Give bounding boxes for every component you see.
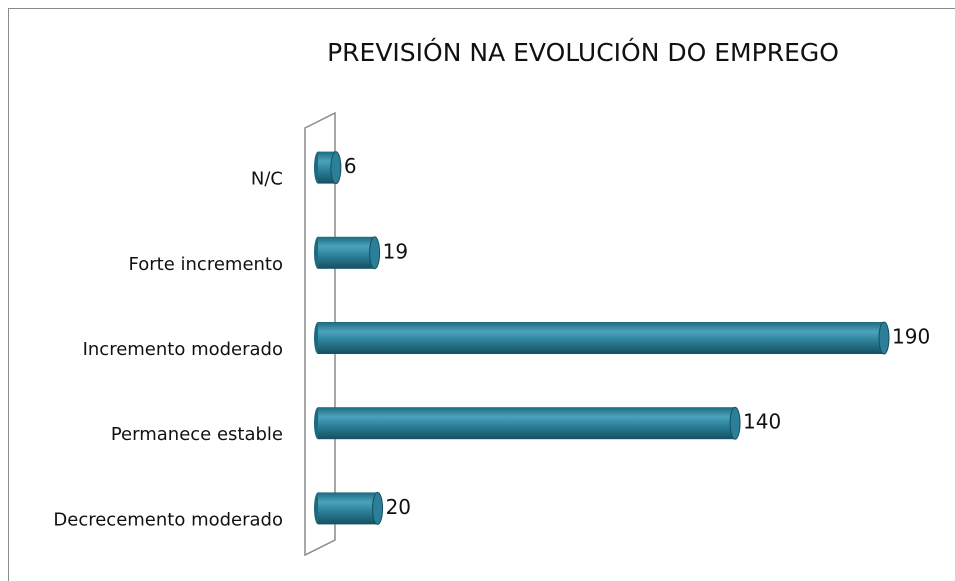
- bar-end-cap: [372, 491, 384, 525]
- bar-end-cap: [330, 151, 342, 185]
- y-tick-label: Forte incremento: [129, 254, 283, 275]
- bar-end-cap: [369, 236, 381, 270]
- bar-end-cap: [878, 321, 890, 355]
- bar: [318, 236, 375, 269]
- bar: [318, 492, 378, 525]
- bar: [318, 322, 884, 354]
- data-label: 190: [892, 325, 930, 349]
- bar-end-cap: [729, 406, 741, 440]
- bar: [318, 407, 736, 440]
- y-tick-label: N/C: [251, 169, 283, 190]
- chart-title: PREVISIÓN NA EVOLUCIÓN DO EMPREGO: [327, 37, 839, 67]
- data-label: 6: [344, 154, 357, 178]
- data-label: 19: [383, 239, 408, 263]
- chart-frame: [8, 8, 955, 581]
- data-label: 140: [743, 410, 781, 434]
- data-label: 20: [386, 495, 411, 519]
- y-tick-label: Permanece estable: [111, 424, 283, 445]
- y-tick-label: Incremento moderado: [83, 339, 283, 360]
- y-tick-label: Decrecemento moderado: [53, 509, 283, 530]
